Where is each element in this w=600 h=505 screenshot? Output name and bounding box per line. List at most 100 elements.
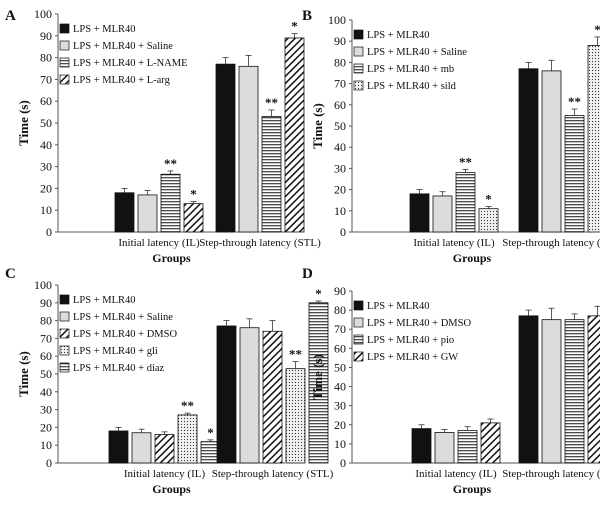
- legend-entry: LPS + MLR40 + DMSO: [73, 329, 177, 340]
- y-tick-label: 60: [40, 349, 52, 363]
- x-axis-label: Groups: [152, 482, 191, 496]
- y-tick-label: 80: [334, 55, 346, 69]
- y-tick-label: 80: [334, 303, 346, 317]
- y-tick-label: 90: [334, 34, 346, 48]
- legend-entry: LPS + MLR40 + Saline: [367, 47, 467, 58]
- y-tick-label: 60: [334, 341, 346, 355]
- y-tick-label: 10: [334, 437, 346, 451]
- bar-A-1-2: [261, 116, 282, 233]
- x-tick-label: Initial latency (IL): [118, 237, 200, 249]
- y-tick-label: 30: [40, 160, 52, 174]
- y-tick-label: 70: [334, 77, 346, 91]
- legend-entry: LPS + MLR40 + Saline: [73, 41, 173, 52]
- y-tick-label: 100: [328, 13, 346, 27]
- x-axis-label: Groups: [453, 482, 492, 496]
- y-tick-label: 90: [334, 284, 346, 298]
- bar-C-1-3: [285, 368, 306, 464]
- y-tick-label: 0: [340, 225, 346, 239]
- bar-D-0-0: [411, 428, 432, 464]
- bar-C-1-0: [216, 325, 237, 464]
- y-tick-label: 30: [40, 403, 52, 417]
- legend-swatch: [353, 46, 364, 57]
- y-tick-label: 60: [334, 98, 346, 112]
- x-axis-label: Groups: [152, 251, 191, 265]
- legend-entry: LPS + MLR40 + mb: [367, 64, 454, 75]
- bar-D-1-2: [564, 319, 585, 464]
- y-tick-label: 10: [40, 438, 52, 452]
- y-tick-label: 0: [46, 225, 52, 239]
- legend-swatch: [59, 57, 70, 68]
- bar-A-0-3: [183, 203, 204, 233]
- x-tick-label: Initial latency (IL): [124, 468, 206, 480]
- x-tick-label: Step-through latency (STL): [502, 237, 600, 249]
- significance-mark: **: [181, 398, 194, 413]
- panel-letter: B: [302, 8, 312, 24]
- bar-B-0-0: [409, 193, 430, 233]
- y-tick-label: 20: [40, 181, 52, 195]
- legend-entry: LPS + MLR40 + L-arg: [73, 75, 171, 86]
- y-tick-label: 30: [334, 399, 346, 413]
- significance-mark: **: [459, 154, 472, 169]
- panel-letter: C: [5, 266, 16, 282]
- legend-swatch: [59, 328, 70, 339]
- legend-swatch: [353, 334, 364, 345]
- y-tick-label: 0: [46, 456, 52, 470]
- y-tick-label: 0: [340, 456, 346, 470]
- y-tick-label: 50: [334, 119, 346, 133]
- bar-B-0-3: [478, 208, 499, 233]
- y-tick-label: 10: [334, 204, 346, 218]
- significance-mark: *: [190, 186, 197, 201]
- y-tick-label: 100: [34, 7, 52, 21]
- bar-D-1-3: [587, 315, 600, 464]
- y-tick-label: 40: [40, 385, 52, 399]
- y-tick-label: 90: [40, 29, 52, 43]
- legend-entry: LPS + MLR40 + gli: [73, 346, 158, 357]
- legend-entry: LPS + MLR40: [73, 295, 136, 306]
- legend-entry: LPS + MLR40: [367, 30, 430, 41]
- bar-C-0-0: [108, 430, 129, 464]
- bar-B-1-0: [518, 68, 539, 233]
- legend-entry: LPS + MLR40 + diaz: [73, 363, 165, 374]
- significance-mark: **: [265, 95, 278, 110]
- bar-C-0-3: [177, 414, 198, 464]
- significance-mark: **: [568, 94, 581, 109]
- bar-A-0-1: [137, 194, 158, 233]
- significance-mark: *: [291, 19, 298, 34]
- panel-letter: D: [302, 266, 313, 282]
- significance-mark: **: [289, 347, 302, 362]
- x-tick-label: Initial latency (IL): [413, 237, 495, 249]
- legend-swatch: [353, 351, 364, 362]
- bar-C-0-1: [131, 432, 152, 464]
- legend-swatch: [59, 294, 70, 305]
- y-tick-label: 80: [40, 51, 52, 65]
- legend-swatch: [59, 40, 70, 51]
- y-tick-label: 70: [40, 331, 52, 345]
- bar-B-0-2: [455, 172, 476, 233]
- x-tick-label: Initial latency (IL): [415, 468, 497, 480]
- bar-D-0-3: [480, 422, 501, 464]
- bar-B-1-2: [564, 115, 585, 233]
- bar-B-1-1: [541, 70, 562, 233]
- bar-D-0-2: [457, 430, 478, 464]
- legend-swatch: [353, 29, 364, 40]
- bar-C-1-1: [239, 327, 260, 464]
- bar-D-1-0: [518, 315, 539, 464]
- x-tick-label: Step-through latency (STL): [199, 237, 321, 249]
- y-axis-label: Time (s): [16, 351, 31, 397]
- significance-mark: *: [207, 425, 214, 440]
- x-tick-label: Step-through latency (STL): [212, 468, 334, 480]
- bar-C-0-2: [154, 434, 175, 464]
- bar-A-1-3: [284, 37, 305, 233]
- legend-swatch: [353, 63, 364, 74]
- bar-A-0-0: [114, 192, 135, 233]
- legend-swatch: [59, 311, 70, 322]
- y-tick-label: 20: [334, 183, 346, 197]
- y-tick-label: 50: [40, 367, 52, 381]
- bar-D-1-1: [541, 319, 562, 464]
- y-tick-label: 100: [34, 278, 52, 292]
- significance-mark: *: [315, 286, 322, 301]
